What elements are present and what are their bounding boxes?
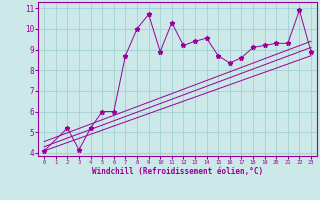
X-axis label: Windchill (Refroidissement éolien,°C): Windchill (Refroidissement éolien,°C) xyxy=(92,167,263,176)
